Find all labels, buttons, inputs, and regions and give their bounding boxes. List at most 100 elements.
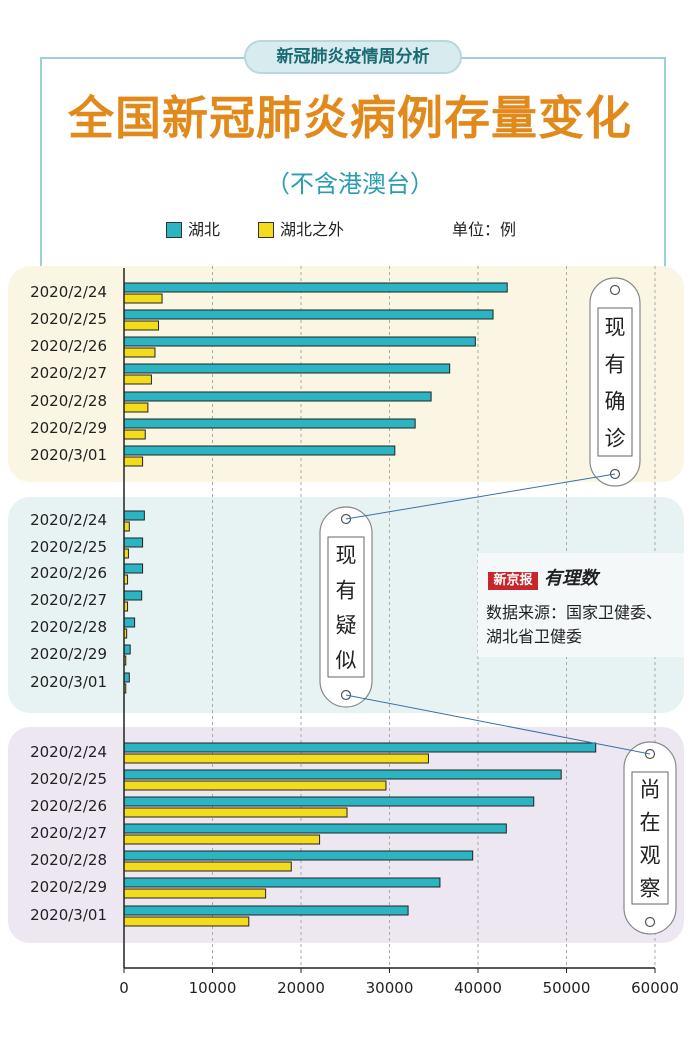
chart-title: 全国新冠肺炎病例存量变化 — [68, 91, 632, 145]
x-tick-label: 0 — [119, 979, 129, 997]
brand-logo: 新京报 — [488, 572, 538, 590]
bar-hubei — [123, 769, 562, 780]
bar-hubei — [123, 823, 507, 834]
category-label: 2020/2/26 — [30, 337, 107, 355]
source-box — [478, 553, 684, 657]
annotation-char: 在 — [640, 811, 661, 835]
bar-outside — [123, 916, 250, 927]
annotation-char: 现 — [605, 316, 626, 340]
annotation-char: 尚 — [640, 778, 661, 802]
category-label: 2020/2/28 — [30, 618, 107, 636]
bar-outside — [123, 753, 429, 764]
x-tick-label: 60000 — [631, 979, 679, 997]
bar-hubei — [123, 336, 476, 347]
bar-hubei — [123, 282, 508, 293]
legend-label-outside: 湖北之外 — [280, 220, 345, 239]
category-label: 2020/2/25 — [30, 538, 107, 556]
bar-hubei — [123, 391, 432, 402]
frame-left — [40, 57, 42, 267]
legend-label-hubei: 湖北 — [188, 220, 221, 239]
bar-hubei — [123, 850, 474, 861]
bar-outside — [123, 320, 160, 331]
bar-hubei — [123, 877, 441, 888]
bar-outside — [123, 861, 292, 872]
annotation-char: 疑 — [336, 614, 357, 638]
x-tick-label: 30000 — [366, 979, 414, 997]
bar-hubei — [123, 563, 144, 574]
bar-hubei — [123, 672, 130, 683]
bar-outside — [123, 521, 130, 532]
category-label: 2020/2/29 — [30, 878, 107, 896]
connector-line — [345, 694, 651, 755]
category-label: 2020/2/25 — [30, 310, 107, 328]
category-label: 2020/2/29 — [30, 645, 107, 663]
bar-outside — [123, 456, 144, 467]
bar-outside — [123, 807, 348, 818]
bar-outside — [123, 780, 387, 791]
connector-line — [345, 473, 616, 520]
annotation-char: 观 — [640, 844, 661, 868]
brand-name: 新京报 — [493, 573, 533, 588]
annotation-pin-bottom — [644, 916, 656, 928]
annotation-char: 现 — [336, 544, 357, 568]
category-label: 2020/2/24 — [30, 283, 107, 301]
category-label: 2020/2/28 — [30, 851, 107, 869]
annotation-char: 察 — [640, 877, 661, 901]
category-label: 2020/2/25 — [30, 770, 107, 788]
legend-swatch-hubei — [166, 222, 182, 238]
annotation-box — [327, 536, 365, 678]
annotation-char: 似 — [336, 649, 357, 673]
brand-sub: 有理数 — [544, 568, 598, 589]
bar-hubei — [123, 309, 494, 320]
bar-outside — [123, 347, 156, 358]
category-label: 2020/2/24 — [30, 511, 107, 529]
category-label: 2020/2/26 — [30, 797, 107, 815]
annotation-pin-top — [609, 284, 621, 296]
x-tick-label: 40000 — [454, 979, 502, 997]
bar-hubei — [123, 418, 416, 429]
category-label: 2020/2/26 — [30, 564, 107, 582]
category-label: 2020/3/01 — [30, 446, 107, 464]
annotation-box — [597, 307, 633, 457]
bar-outside — [123, 429, 146, 440]
annotation-char: 有 — [605, 353, 626, 377]
category-label: 2020/2/27 — [30, 824, 107, 842]
bar-hubei — [123, 617, 136, 628]
x-tick-label: 10000 — [189, 979, 237, 997]
bar-hubei — [123, 742, 597, 753]
section-tag: 新冠肺炎疫情周分析 — [244, 40, 462, 74]
bar-hubei — [123, 905, 409, 916]
category-label: 2020/2/29 — [30, 419, 107, 437]
chart-subtitle: （不含港澳台） — [266, 170, 434, 198]
bar-hubei — [123, 537, 144, 548]
category-label: 2020/2/27 — [30, 364, 107, 382]
bar-hubei — [123, 510, 145, 521]
category-label: 2020/2/28 — [30, 392, 107, 410]
annotation-char: 有 — [336, 579, 357, 603]
bar-outside — [123, 374, 152, 385]
category-label: 2020/3/01 — [30, 673, 107, 691]
bar-outside — [123, 293, 163, 304]
bar-hubei — [123, 363, 451, 374]
bar-hubei — [123, 590, 143, 601]
frame-right — [664, 57, 666, 267]
bar-hubei — [123, 796, 535, 807]
category-label: 2020/2/24 — [30, 743, 107, 761]
annotation-char: 诊 — [605, 427, 626, 451]
bar-outside — [123, 402, 149, 413]
unit-label: 单位：例 — [452, 220, 517, 239]
category-label: 2020/2/27 — [30, 591, 107, 609]
x-tick-label: 50000 — [543, 979, 591, 997]
bar-hubei — [123, 445, 396, 456]
annotation-box — [631, 771, 669, 905]
x-tick-label: 20000 — [277, 979, 325, 997]
bar-outside — [123, 888, 267, 899]
bar-hubei — [123, 644, 131, 655]
annotation-char: 确 — [605, 390, 626, 414]
source-line-2: 湖北省卫健委 — [486, 627, 583, 646]
source-line-1: 数据来源：国家卫健委、 — [486, 603, 663, 622]
category-label: 2020/3/01 — [30, 906, 107, 924]
